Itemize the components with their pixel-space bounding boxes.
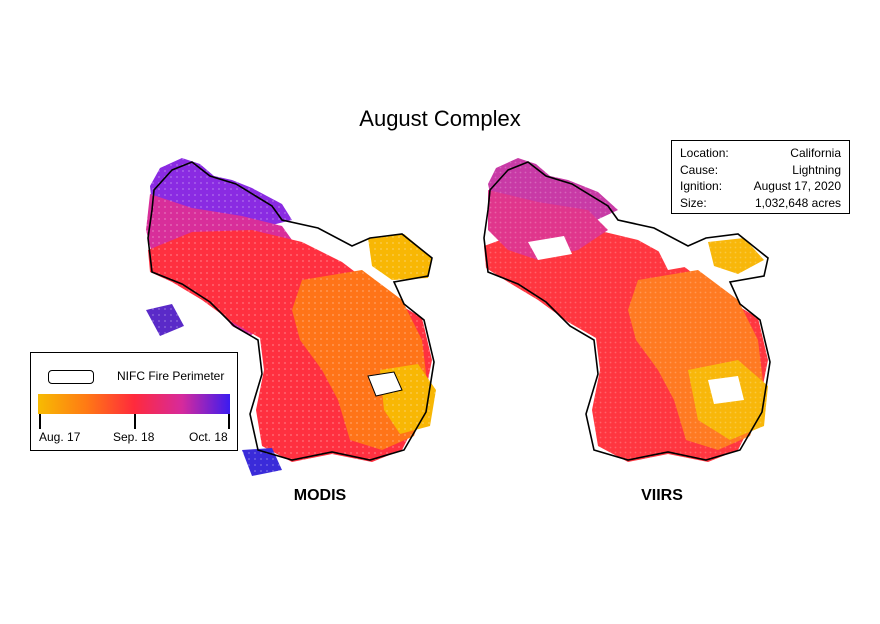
info-row-size: Size: 1,032,648 acres <box>680 195 841 212</box>
nifc-perimeter <box>483 161 771 461</box>
nifc-perimeter-hole <box>367 371 403 397</box>
info-value: California <box>790 146 841 160</box>
modis-label: MODIS <box>293 487 347 504</box>
info-key: Location: <box>680 146 729 160</box>
perimeter-swatch <box>48 370 94 384</box>
info-value: Lightning <box>792 162 841 177</box>
unburned-patch <box>708 376 744 404</box>
map-title: August Complex <box>359 106 521 131</box>
info-value: August 17, 2020 <box>753 179 841 193</box>
tick-label-end: Oct. 18 <box>189 430 228 444</box>
tick-mark <box>228 414 230 429</box>
viirs-label: VIIRS <box>641 487 683 504</box>
nifc-perimeter <box>147 161 435 461</box>
tick-label-start: Aug. 17 <box>39 430 81 444</box>
info-key: Cause: <box>680 162 719 177</box>
unburned-patch <box>658 246 702 270</box>
viirs-fire-map <box>468 150 783 480</box>
info-value: 1,032,648 acres <box>754 195 841 210</box>
fire-info-box: Location: California Cause: Lightning Ig… <box>671 140 850 214</box>
date-color-gradient <box>38 394 230 414</box>
tick-label-mid: Sep. 18 <box>113 430 155 444</box>
info-row-ignition: Ignition: August 17, 2020 <box>680 178 841 195</box>
tick-mark <box>39 414 41 429</box>
info-row-location: Location: California <box>680 145 841 162</box>
info-key: Ignition: <box>680 179 723 193</box>
info-key: Size: <box>680 195 707 210</box>
unburned-patch <box>528 236 572 260</box>
perimeter-label: NIFC Fire Perimeter <box>117 369 225 383</box>
info-row-cause: Cause: Lightning <box>680 162 841 179</box>
map-legend: NIFC Fire Perimeter Aug. 17 Sep. 18 Oct.… <box>30 352 238 451</box>
tick-mark <box>134 414 136 429</box>
